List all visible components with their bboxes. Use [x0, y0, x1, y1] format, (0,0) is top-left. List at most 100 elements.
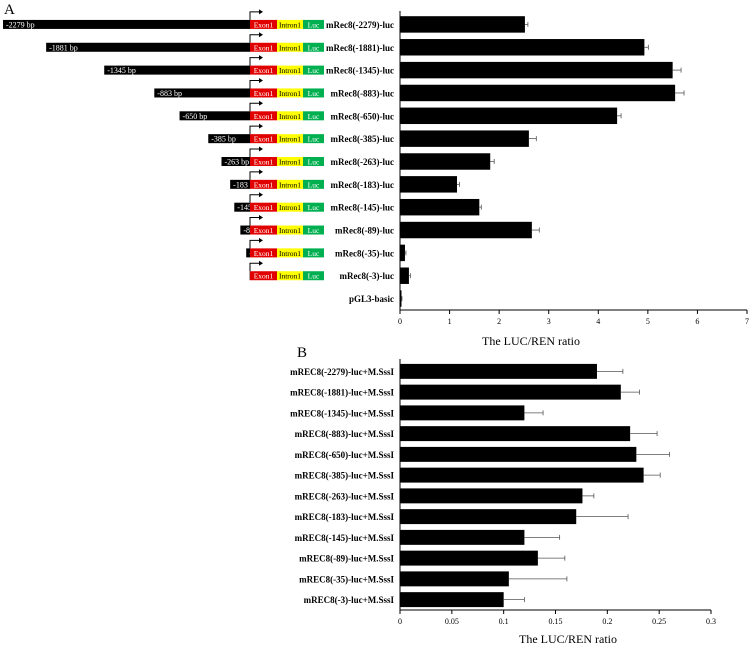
exon-block	[250, 225, 277, 235]
category-label: mREC8(-1345)-luc+M.SssI	[290, 408, 394, 418]
x-tick-label: 4	[596, 317, 600, 326]
category-label: mRec8(-145)-luc	[331, 203, 394, 213]
tss-arrowhead	[259, 146, 263, 152]
category-label: mRec8(-883)-luc	[331, 88, 394, 98]
category-label: mRec8(-1345)-luc	[326, 66, 394, 76]
promoter-region	[240, 225, 250, 235]
luc-block	[303, 134, 324, 144]
x-tick-label: 0.2	[602, 617, 612, 626]
chart-a-bars: mRec8(-2279)-luc mRec8(-1881)-luc mRec8(-1…	[326, 16, 685, 307]
tss-arrowhead	[259, 169, 263, 175]
intron-block-label: Intron1	[279, 180, 301, 189]
intron-block	[277, 179, 303, 189]
category-label: mREC8(-35)-luc+M.SssI	[299, 574, 394, 584]
x-tick-label: 1	[448, 317, 452, 326]
exon-block-label: Exon1	[254, 66, 274, 75]
intron-block	[277, 202, 303, 212]
chart-b-axis: 0 0.05 0.1 0.15 0.2 0.25 0.3	[398, 359, 716, 626]
exon-block-label: Exon1	[254, 226, 274, 235]
category-label: mREC8(-883)-luc+M.SssI	[295, 429, 395, 439]
chart-b: mREC8(-2279)-luc+M.SssI mREC8(-1881)-luc+…	[290, 359, 716, 646]
tss-arrow-icon	[249, 125, 260, 135]
chart-a-axis: 0 1 2 3 4 5 6 7	[398, 11, 749, 326]
category-label: mRec8(-650)-luc	[331, 111, 394, 121]
tss-arrow-icon	[249, 262, 260, 272]
x-tick-label: 5	[646, 317, 650, 326]
exon-block-label: Exon1	[254, 272, 274, 281]
category-label: mREC8(-145)-luc+M.SssI	[295, 533, 395, 543]
luc-block-label: Luc	[308, 135, 320, 144]
luc-block-label: Luc	[308, 180, 320, 189]
chart-a-xlabel: The LUC/REN ratio	[482, 334, 580, 348]
category-label: mREC8(-650)-luc+M.SssI	[295, 450, 395, 460]
bar	[400, 244, 405, 262]
x-tick-label: 0.3	[706, 617, 716, 626]
category-label: mREC8(-2279)-luc+M.SssI	[290, 367, 394, 377]
promoter-region	[234, 202, 250, 212]
bar	[400, 39, 645, 56]
chart-b-bars: mREC8(-2279)-luc+M.SssI mREC8(-1881)-luc+…	[290, 363, 670, 608]
category-label: mREC8(-385)-luc+M.SssI	[295, 471, 395, 481]
intron-block-label: Intron1	[279, 112, 301, 121]
promoter-constructs: -2279 bp Exon1 Intron1 Luc -1881 bp Exon1 Intr…	[3, 9, 324, 281]
promoter-region	[46, 42, 250, 52]
intron-block	[277, 271, 303, 281]
panel-a-label: A	[4, 2, 15, 18]
luc-block	[303, 111, 324, 121]
x-tick-label: 3	[547, 317, 551, 326]
luc-block	[303, 271, 324, 281]
bar	[400, 153, 491, 170]
intron-block	[277, 42, 303, 52]
chart-b-xlabel: The LUC/REN ratio	[519, 632, 617, 646]
bar	[400, 571, 509, 587]
intron-block-label: Intron1	[279, 249, 301, 258]
construct-length-label: -650 bp	[183, 112, 208, 121]
construct-length-label: -385 bp	[211, 135, 236, 144]
x-tick-label: 0	[398, 317, 402, 326]
tss-arrowhead	[259, 192, 263, 198]
luc-block	[303, 202, 324, 212]
bar	[400, 84, 676, 102]
bar	[400, 221, 532, 239]
bar	[400, 405, 525, 421]
intron-block-label: Intron1	[279, 43, 301, 52]
luc-block-label: Luc	[308, 272, 320, 281]
luc-block-label: Luc	[308, 66, 320, 75]
construct-length-label: -183 bp	[233, 180, 258, 189]
luc-block-label: Luc	[308, 112, 320, 121]
intron-block-label: Intron1	[279, 66, 301, 75]
construct-length-label: -1881 bp	[49, 43, 78, 52]
promoter-region	[246, 248, 250, 258]
exon-block-label: Exon1	[254, 43, 274, 52]
intron-block	[277, 65, 303, 75]
bar	[400, 130, 529, 147]
intron-block	[277, 134, 303, 144]
bar	[400, 550, 538, 566]
intron-block-label: Intron1	[279, 135, 301, 144]
luc-block	[303, 157, 324, 166]
x-tick-label: 2	[497, 317, 501, 326]
category-label: mRec8(-183)-luc	[331, 180, 394, 190]
intron-block-label: Intron1	[279, 203, 301, 212]
exon-block	[250, 271, 277, 281]
intron-block-label: Intron1	[279, 226, 301, 235]
exon-block	[250, 202, 277, 212]
bar	[400, 176, 458, 193]
exon-block	[250, 111, 277, 121]
bar	[400, 16, 525, 33]
category-label: mRec8(-1881)-luc	[326, 43, 394, 53]
luc-block-label: Luc	[308, 89, 320, 98]
exon-block-label: Exon1	[254, 112, 274, 121]
category-label: mREC8(-183)-luc+M.SssI	[295, 512, 395, 522]
bar	[400, 467, 644, 483]
bar	[400, 529, 525, 545]
bar	[400, 198, 480, 216]
intron-block	[277, 19, 303, 29]
bar	[400, 488, 583, 504]
promoter-region	[154, 88, 250, 98]
luc-block	[303, 179, 324, 189]
tss-arrow-icon	[249, 79, 260, 89]
exon-block-label: Exon1	[254, 89, 274, 98]
tss-arrow-icon	[249, 239, 260, 249]
